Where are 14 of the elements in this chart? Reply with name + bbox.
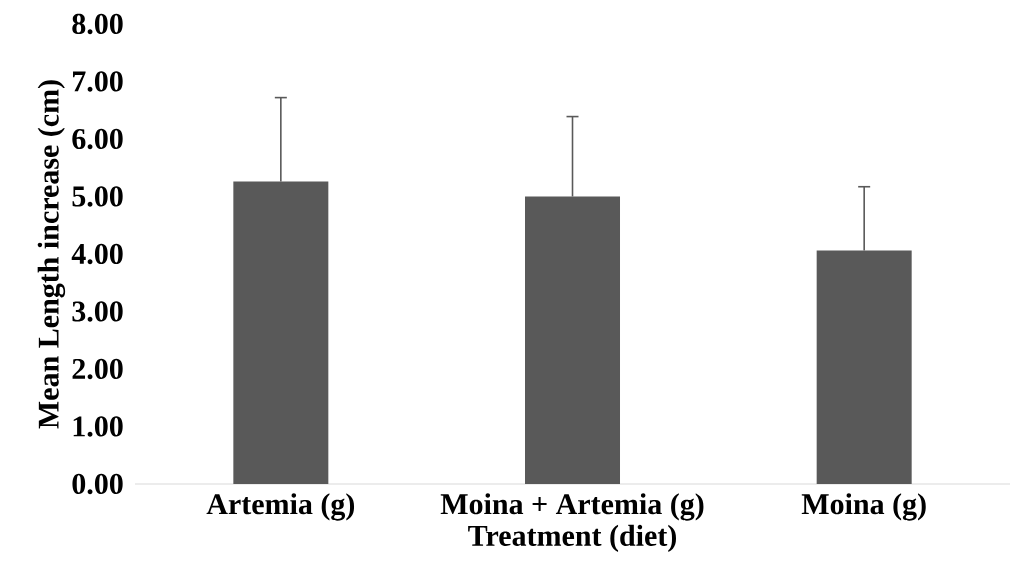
y-tick-label: 2.00 (72, 358, 123, 380)
x-axis-title: Treatment (diet) (468, 524, 676, 553)
y-tick-label: 1.00 (73, 416, 123, 437)
y-tick-label: 7.00 (73, 71, 123, 92)
x-tick-label: Moina + Artemia (g) (440, 493, 704, 521)
y-tick-label: 5.00 (72, 186, 123, 207)
x-tick-label: Artemia (g) (206, 493, 355, 521)
y-tick-label: 4.00 (71, 243, 123, 265)
x-tick-label: Moina (g) (801, 493, 926, 521)
y-tick-label: 0.00 (72, 473, 123, 495)
y-tick-label: 8.00 (72, 13, 123, 35)
y-axis-title: Mean Length increase (cm) (37, 80, 66, 429)
y-tick-label: 3.00 (72, 301, 123, 322)
y-tick-label: 6.00 (72, 128, 123, 150)
